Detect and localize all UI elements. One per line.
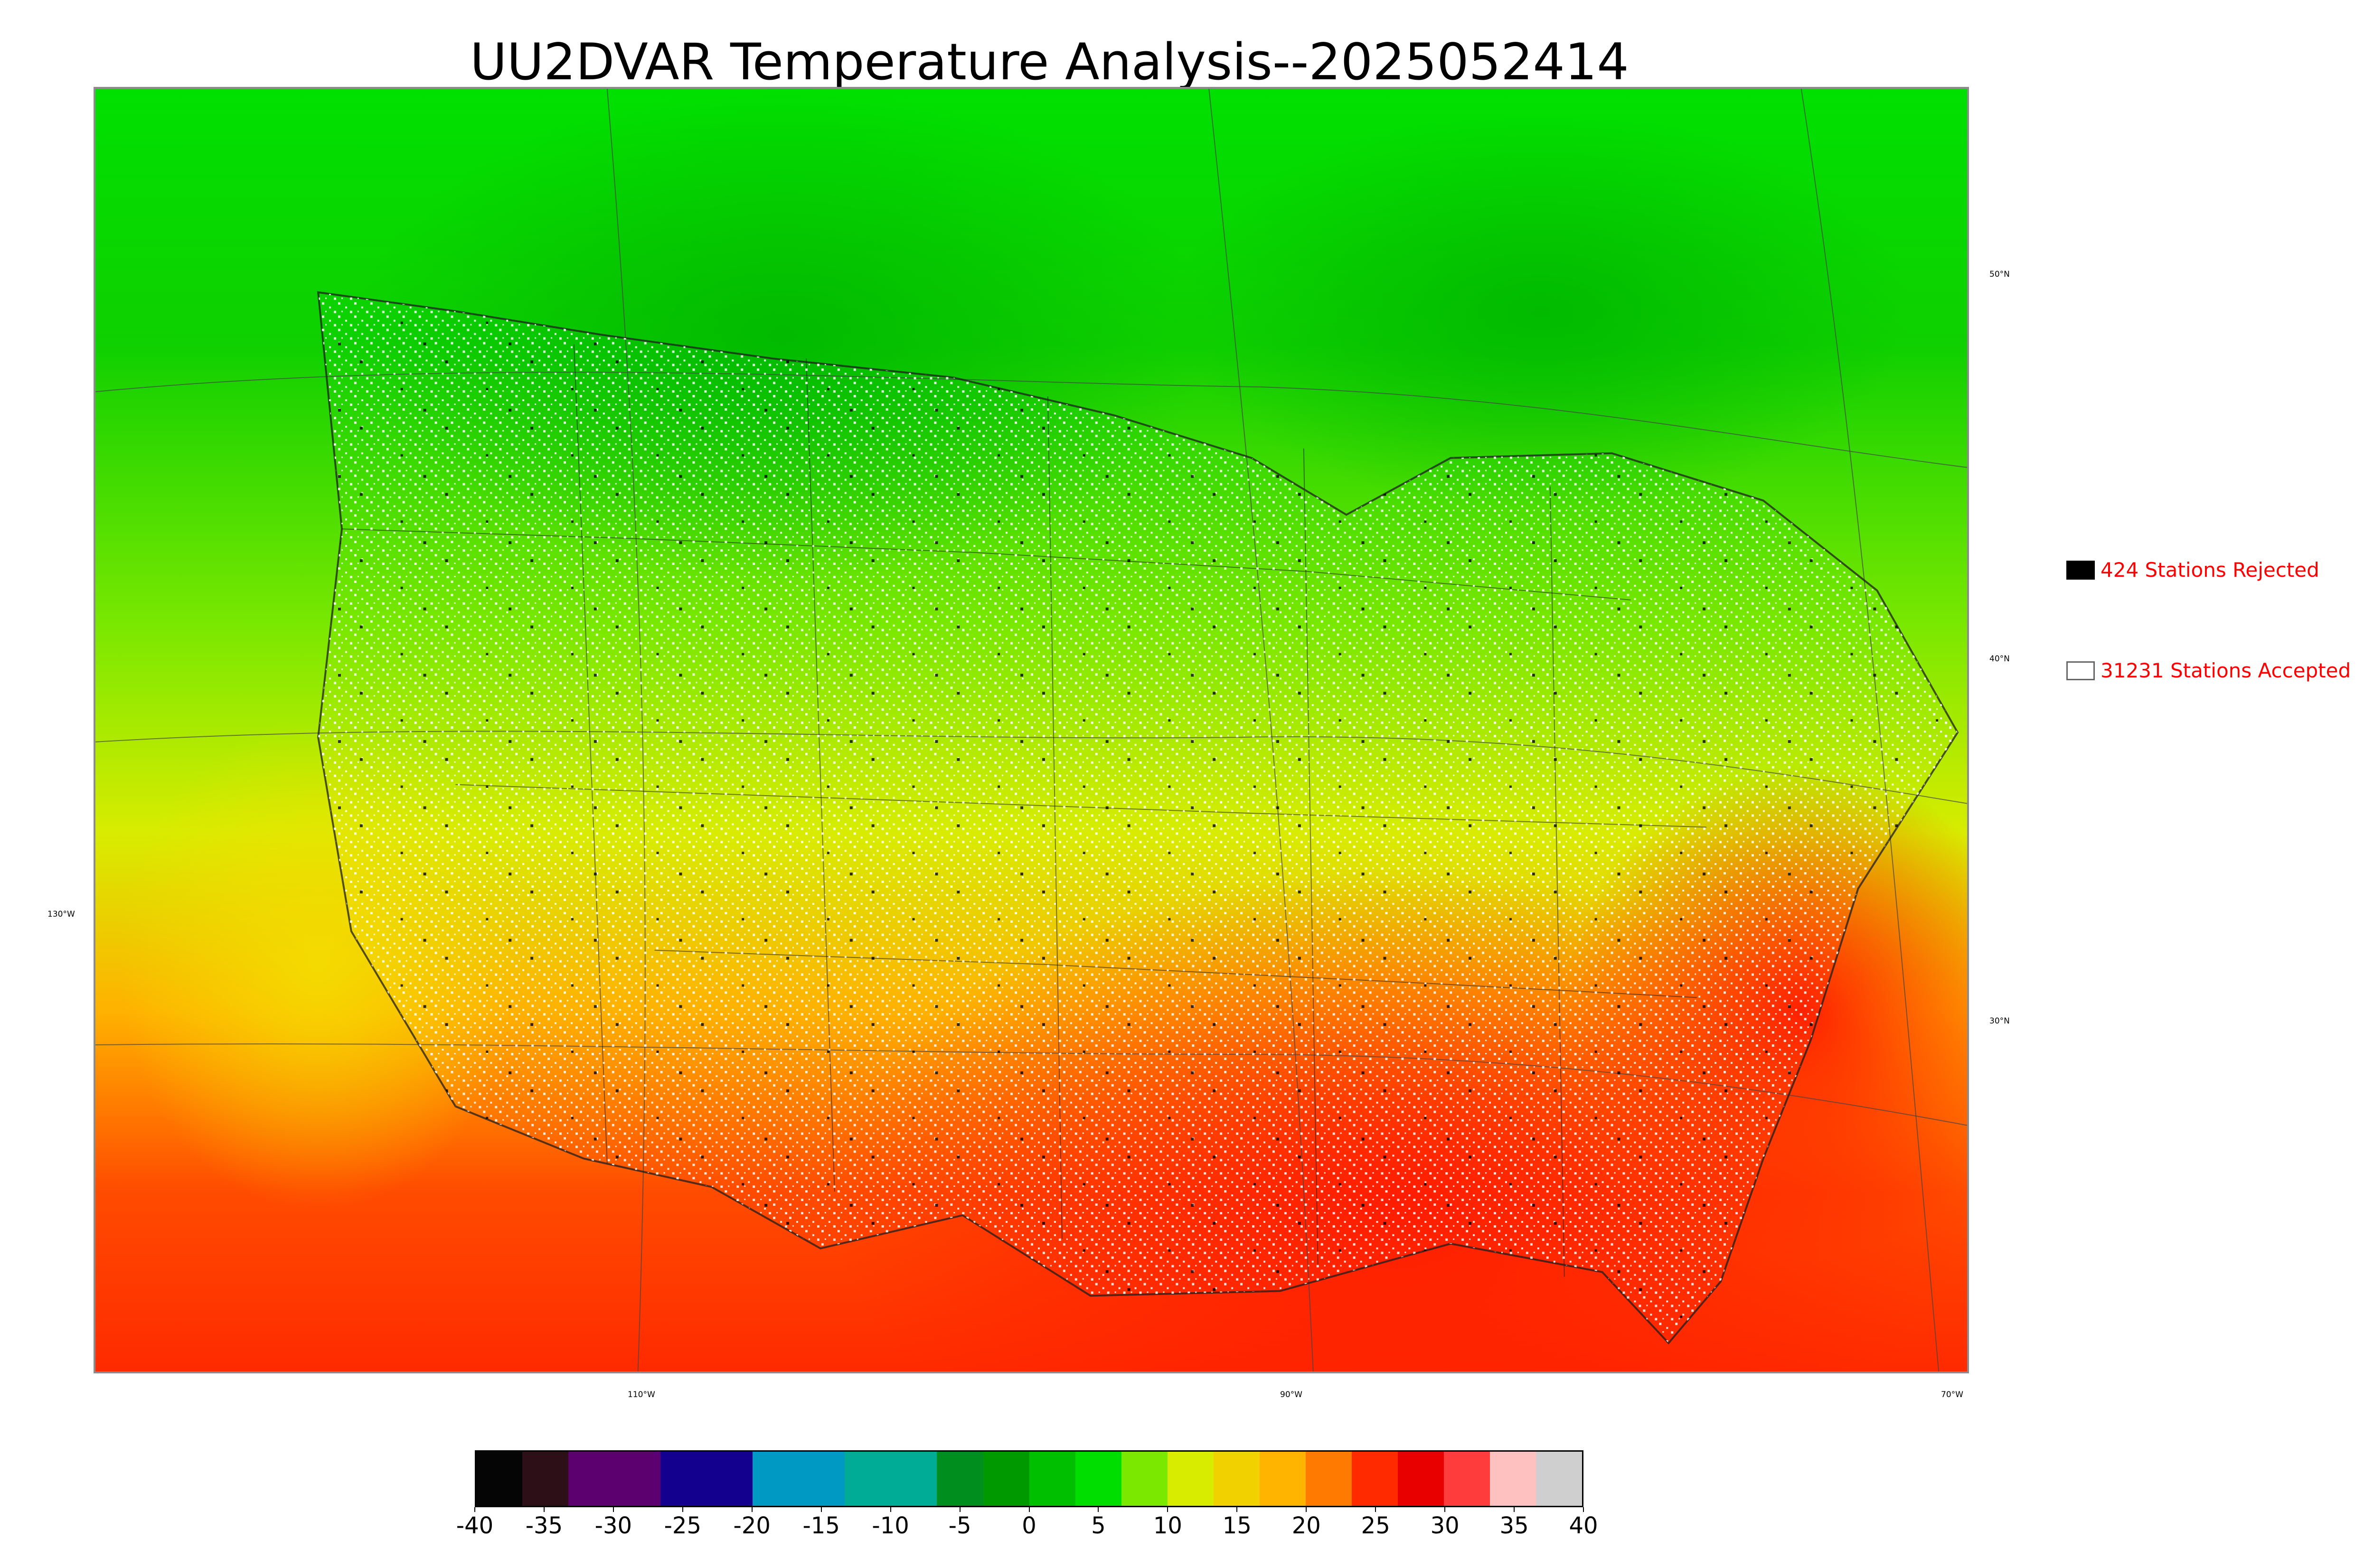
temperature-colorbar xyxy=(475,1450,1583,1507)
colorbar-segment xyxy=(1213,1452,1260,1506)
colorbar-segment xyxy=(614,1452,661,1506)
rejected-stations-legend: 424 Stations Rejected xyxy=(2066,560,2319,580)
colorbar-segment xyxy=(1443,1452,1490,1506)
colorbar-segment xyxy=(1167,1452,1214,1506)
accepted-station-swatch xyxy=(2066,661,2095,680)
lon-label-130: 130°W xyxy=(47,910,75,919)
colorbar-tick-label: 30 xyxy=(1430,1512,1460,1539)
colorbar-tick xyxy=(1098,1507,1099,1512)
colorbar-tick xyxy=(1375,1507,1376,1512)
colorbar-tick-label: 10 xyxy=(1153,1512,1182,1539)
colorbar-segment xyxy=(983,1452,1029,1506)
cool-northeast-region xyxy=(1171,112,1911,510)
colorbar-tick xyxy=(1028,1507,1030,1512)
accepted-stations-legend: 31231 Stations Accepted xyxy=(2066,661,2351,681)
rejected-stations-layer xyxy=(318,292,1958,1343)
colorbar-tick-label: 5 xyxy=(1091,1512,1106,1539)
colorbar-segment xyxy=(1121,1452,1168,1506)
colorbar-segment xyxy=(845,1452,891,1506)
lon-label-70: 70°W xyxy=(1941,1390,1963,1399)
colorbar-tick-label: 0 xyxy=(1022,1512,1036,1539)
colorbar-segment xyxy=(660,1452,707,1506)
accepted-stations-label: 31231 Stations Accepted xyxy=(2101,659,2351,682)
colorbar-tick-label: -30 xyxy=(594,1512,632,1539)
colorbar-tick-label: -20 xyxy=(733,1512,771,1539)
colorbar-tick-label: -25 xyxy=(664,1512,702,1539)
colorbar-segment xyxy=(1029,1452,1075,1506)
colorbar-tick xyxy=(1583,1507,1584,1512)
colorbar-segment xyxy=(707,1452,753,1506)
colorbar-tick xyxy=(1444,1507,1446,1512)
colorbar-tick xyxy=(1306,1507,1307,1512)
colorbar-tick-label: 25 xyxy=(1361,1512,1390,1539)
colorbar-tick-label: 35 xyxy=(1499,1512,1529,1539)
rejected-stations-label: 424 Stations Rejected xyxy=(2101,558,2319,582)
colorbar-segment xyxy=(476,1452,523,1506)
colorbar-segment xyxy=(1397,1452,1444,1506)
colorbar-segment xyxy=(799,1452,845,1506)
lon-label-110: 110°W xyxy=(628,1390,655,1399)
lat-label-40: 40°N xyxy=(1989,654,2010,664)
map-title: UU2DVAR Temperature Analysis--2025052414 xyxy=(470,33,1629,91)
colorbar-segment xyxy=(753,1452,799,1506)
colorbar-tick xyxy=(1514,1507,1515,1512)
colorbar-tick xyxy=(959,1507,961,1512)
lat-label-50: 50°N xyxy=(1989,270,2010,279)
colorbar-tick xyxy=(1167,1507,1168,1512)
colorbar-tick xyxy=(543,1507,545,1512)
temperature-analysis-map xyxy=(94,87,1969,1373)
colorbar-tick-label: 15 xyxy=(1222,1512,1252,1539)
colorbar-tick-label: -5 xyxy=(948,1512,971,1539)
colorbar-tick-label: 40 xyxy=(1569,1512,1598,1539)
colorbar-tick xyxy=(751,1507,753,1512)
colorbar-segment xyxy=(937,1452,983,1506)
colorbar-tick-label: 20 xyxy=(1291,1512,1321,1539)
colorbar-tick-label: -10 xyxy=(872,1512,909,1539)
colorbar-tick xyxy=(612,1507,614,1512)
colorbar-tick xyxy=(820,1507,822,1512)
colorbar-tick xyxy=(1236,1507,1238,1512)
colorbar-segment xyxy=(891,1452,937,1506)
colorbar-tick xyxy=(890,1507,891,1512)
colorbar-segment xyxy=(1075,1452,1121,1506)
colorbar-segment xyxy=(1351,1452,1398,1506)
colorbar-segment xyxy=(1259,1452,1306,1506)
colorbar-segment xyxy=(568,1452,615,1506)
lon-label-90: 90°W xyxy=(1280,1390,1302,1399)
colorbar-tick xyxy=(474,1507,475,1512)
colorbar-segment xyxy=(1490,1452,1536,1506)
rejected-station-swatch xyxy=(2066,561,2095,580)
lat-label-30: 30°N xyxy=(1989,1016,2010,1026)
colorbar-tick-label: -15 xyxy=(802,1512,840,1539)
colorbar-tick xyxy=(682,1507,683,1512)
colorbar-segment xyxy=(1536,1452,1582,1506)
colorbar-segment xyxy=(1305,1452,1352,1506)
colorbar-tick-label: -40 xyxy=(456,1512,494,1539)
colorbar-segment xyxy=(522,1452,569,1506)
colorbar-tick-label: -35 xyxy=(525,1512,563,1539)
